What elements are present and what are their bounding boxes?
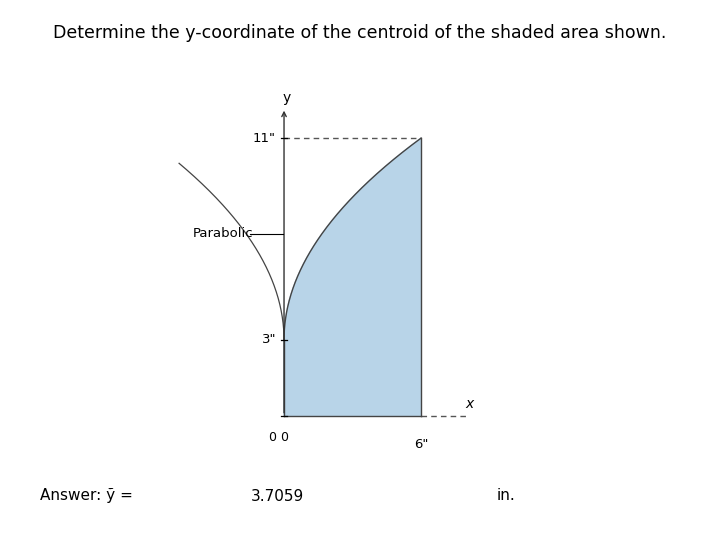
Text: y: y (282, 91, 290, 105)
Text: Parabolic: Parabolic (193, 227, 253, 241)
Text: Answer: ỹ =: Answer: ỹ = (40, 488, 132, 503)
Text: 3": 3" (261, 333, 276, 346)
Text: 11": 11" (253, 132, 276, 145)
Text: 0: 0 (269, 431, 276, 444)
Polygon shape (284, 138, 421, 415)
Text: in.: in. (497, 488, 516, 503)
Text: 0: 0 (280, 431, 288, 444)
Text: x: x (465, 397, 473, 411)
Text: 3.7059: 3.7059 (251, 489, 305, 503)
Text: 6": 6" (414, 438, 428, 451)
Text: i: i (224, 489, 230, 503)
Text: Determine the y-coordinate of the centroid of the shaded area shown.: Determine the y-coordinate of the centro… (53, 24, 667, 42)
